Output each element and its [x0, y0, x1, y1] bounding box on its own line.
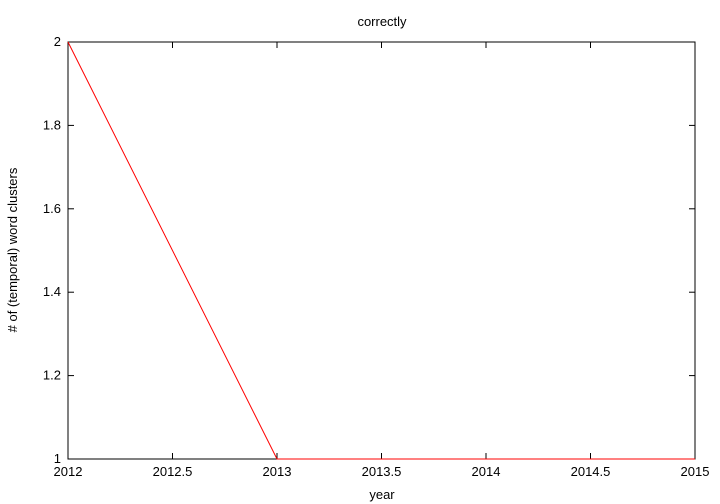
chart-title: correctly — [357, 14, 407, 29]
x-axis-title: year — [369, 487, 395, 502]
x-tick-label: 2013 — [263, 464, 292, 479]
x-tick-label: 2014.5 — [571, 464, 611, 479]
y-axis-title: # of (temporal) word clusters — [5, 167, 20, 332]
plot-frame — [67, 41, 696, 460]
y-tick-label: 1.6 — [43, 201, 61, 216]
y-tick-label: 1.2 — [43, 368, 61, 383]
x-tick-label: 2012 — [54, 464, 83, 479]
y-tick-label: 1 — [54, 451, 61, 466]
y-tick-label: 1.4 — [43, 284, 61, 299]
y-tick-label: 1.8 — [43, 117, 61, 132]
x-tick-label: 2012.5 — [153, 464, 193, 479]
x-tick-label: 2015 — [681, 464, 710, 479]
y-tick-label: 2 — [54, 34, 61, 49]
x-tick-label: 2013.5 — [362, 464, 402, 479]
series-layer — [67, 41, 695, 460]
series-line — [67, 41, 695, 460]
x-axis: 2012 2012.5 2013 2013.5 2014 2014.5 2015 — [54, 42, 710, 479]
y-axis: 1 1.2 1.4 1.6 1.8 2 — [43, 34, 695, 466]
x-tick-label: 2014 — [472, 464, 501, 479]
